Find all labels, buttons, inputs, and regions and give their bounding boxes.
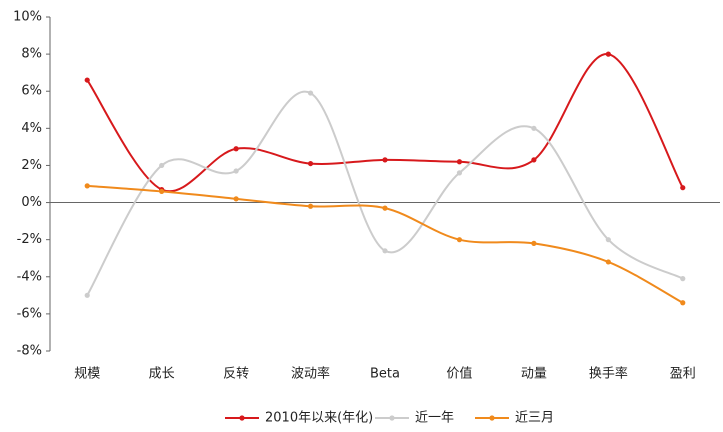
series-line (86, 90, 684, 296)
point (84, 77, 90, 83)
point (84, 183, 90, 189)
point (456, 159, 463, 165)
legend-marker (389, 415, 395, 421)
y-tick-label: 0% (21, 195, 42, 210)
point (680, 300, 686, 306)
point (531, 157, 537, 163)
point (605, 259, 611, 265)
x-tick-label: 动量 (521, 367, 547, 382)
series-line (86, 53, 684, 193)
point (605, 51, 611, 57)
y-tick-label: -8% (17, 344, 42, 359)
series-line (87, 184, 684, 304)
x-tick-label: 价值 (446, 366, 472, 382)
x-tick-label: 波动率 (291, 366, 330, 382)
y-tick-label: -4% (17, 269, 42, 284)
point (456, 237, 463, 243)
y-tick-label: -6% (17, 306, 42, 321)
x-tick-label: 盈利 (670, 367, 696, 382)
point (382, 248, 388, 254)
x-tick-label: 规模 (74, 367, 100, 382)
point (233, 146, 239, 152)
point (233, 196, 239, 202)
point (456, 170, 463, 176)
point (531, 125, 537, 131)
legend-marker (239, 415, 245, 421)
legend-label: 2010年以来(年化) (265, 411, 373, 426)
y-tick-label: 8% (21, 47, 42, 62)
point (531, 240, 537, 246)
point (307, 203, 314, 209)
point (307, 160, 314, 167)
point (680, 185, 686, 191)
y-tick-label: 4% (21, 121, 42, 136)
point (307, 90, 314, 96)
point (382, 157, 388, 163)
point (159, 162, 165, 169)
x-tick-label: 反转 (223, 367, 249, 382)
x-tick-label: 换手率 (589, 366, 628, 382)
point (84, 292, 90, 298)
point (233, 168, 239, 174)
y-tick-label: 2% (21, 158, 42, 173)
point (382, 205, 388, 211)
y-tick-label: 10% (13, 10, 42, 25)
y-tick-label: 6% (21, 84, 42, 99)
legend-marker (489, 415, 495, 421)
legend-label: 近一年 (415, 411, 454, 426)
point (680, 276, 686, 282)
x-tick-label: 成长 (149, 367, 175, 382)
legend-label: 近三月 (515, 411, 554, 426)
y-tick-label: -2% (17, 232, 42, 247)
point (159, 188, 165, 195)
point (605, 237, 611, 243)
x-tick-label: Beta (370, 367, 400, 382)
